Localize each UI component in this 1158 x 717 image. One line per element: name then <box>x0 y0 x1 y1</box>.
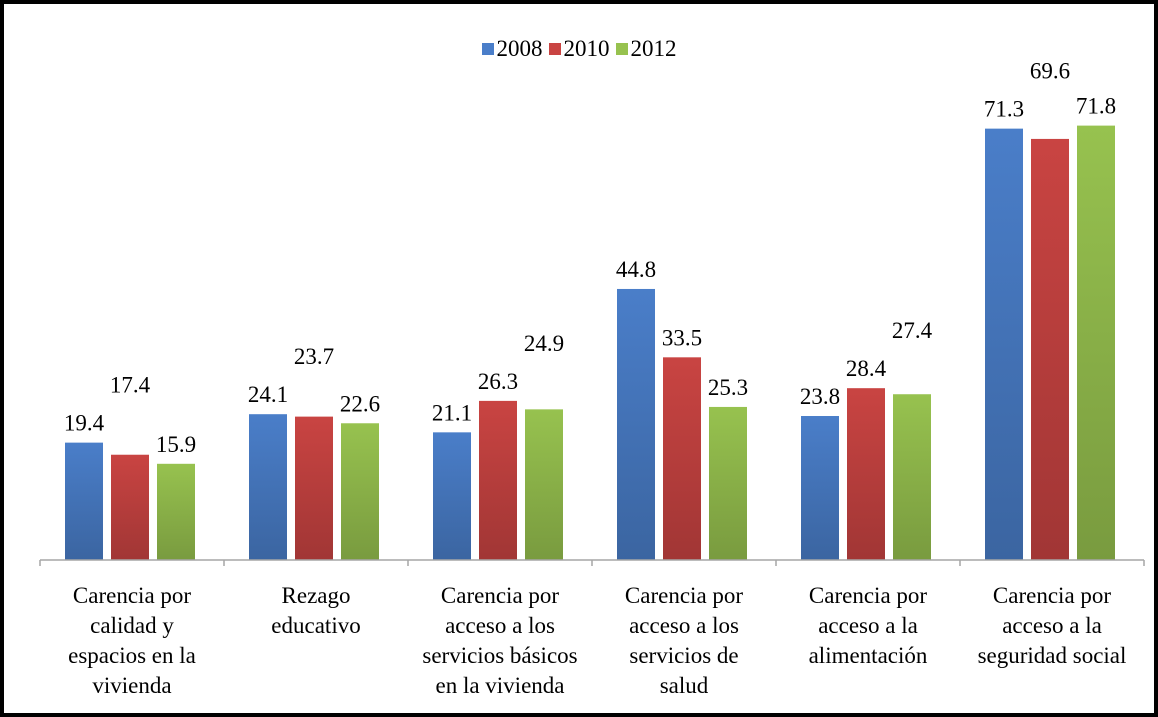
data-label-2008-5: 23.8 <box>800 384 840 409</box>
bar-2008-2 <box>249 414 287 560</box>
data-label-2008-4: 44.8 <box>616 257 656 282</box>
bar-2008-3 <box>433 432 471 560</box>
bar-2012-4 <box>709 406 747 560</box>
legend-label-2010: 2010 <box>563 36 610 61</box>
bar-2012-5 <box>893 394 931 560</box>
x-tick-label-1: Carencia por calidad y espacios en la vivie… <box>68 583 196 698</box>
bar-2010-2 <box>295 416 333 560</box>
data-label-2012-1: 15.9 <box>156 432 196 457</box>
x-tick-label-3: Carencia por acceso a los servicios básico… <box>422 583 577 698</box>
bar-2008-5 <box>801 416 839 560</box>
legend: 2008 2010 2012 <box>0 36 1158 62</box>
data-label-2008-2: 24.1 <box>248 382 288 407</box>
data-label-2010-4: 33.5 <box>662 325 702 350</box>
bar-2010-5 <box>847 388 885 560</box>
data-label-2012-6: 71.8 <box>1076 94 1116 119</box>
data-label-2010-1: 17.4 <box>110 373 151 398</box>
bar-2012-2 <box>341 423 379 560</box>
legend-item-2010: 2010 <box>548 36 610 62</box>
data-label-2012-3: 24.9 <box>524 331 564 356</box>
legend-label-2008: 2008 <box>496 36 543 61</box>
data-label-2010-6: 69.6 <box>1030 59 1070 84</box>
bar-2008-6 <box>985 128 1023 560</box>
data-label-2010-3: 26.3 <box>478 369 518 394</box>
data-label-2008-1: 19.4 <box>64 411 105 436</box>
data-label-2012-5: 27.4 <box>892 318 933 343</box>
bar-2010-3 <box>479 400 517 560</box>
x-tick-label-4: Carencia por acceso a los servicios de salu… <box>625 583 743 698</box>
bar-2010-4 <box>663 357 701 560</box>
legend-item-2012: 2012 <box>615 36 677 62</box>
bar-2010-6 <box>1031 138 1069 561</box>
legend-label-2012: 2012 <box>630 36 677 61</box>
data-label-2008-3: 21.1 <box>432 400 472 425</box>
legend-swatch-2012 <box>615 43 628 55</box>
legend-swatch-2010 <box>548 43 561 55</box>
data-label-2010-2: 23.7 <box>294 344 334 369</box>
bar-2010-1 <box>111 454 149 560</box>
x-tick-label-2: Rezago educativo <box>271 583 360 638</box>
legend-item-2008: 2008 <box>481 36 543 62</box>
x-tick-label-5: Carencia por acceso a la alimentación <box>809 583 928 668</box>
data-label-2010-5: 28.4 <box>846 356 887 381</box>
data-label-2012-4: 25.3 <box>708 375 748 400</box>
legend-swatch-2008 <box>481 43 494 55</box>
bar-2012-1 <box>157 463 195 560</box>
bar-2012-6 <box>1077 125 1115 561</box>
bar-2008-1 <box>65 442 103 560</box>
data-label-2012-2: 22.6 <box>340 391 380 416</box>
x-tick-label-6: Carencia por acceso a la seguridad social <box>978 583 1127 668</box>
bar-2012-3 <box>525 409 563 560</box>
data-label-2008-6: 71.3 <box>984 97 1024 122</box>
bar-2008-4 <box>617 288 655 560</box>
